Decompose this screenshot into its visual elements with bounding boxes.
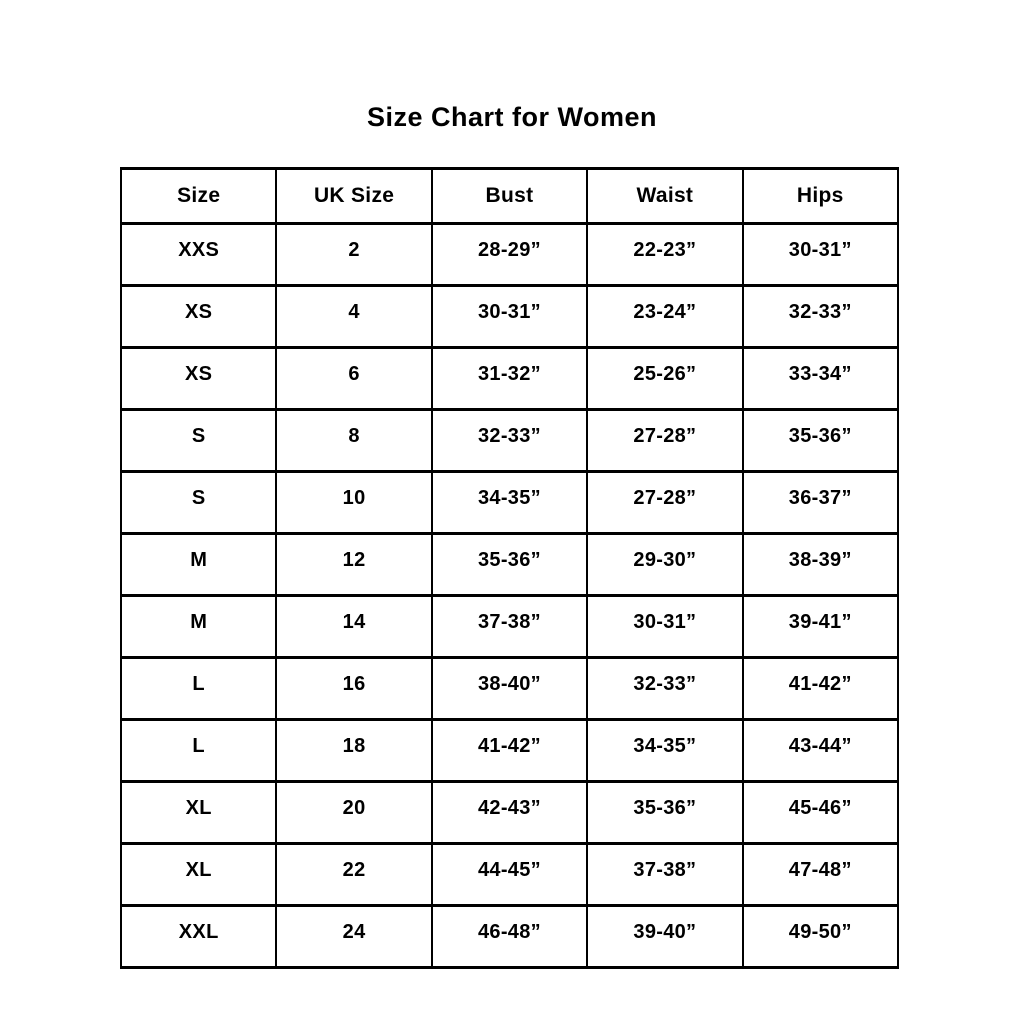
table-cell: 23-24” — [586, 284, 744, 349]
table-cell: 34-35” — [430, 470, 589, 535]
column-header: Hips — [741, 167, 900, 225]
table-row: L 16 38-40” 32-33” 41-42” — [119, 656, 900, 721]
table-cell: 35-36” — [430, 532, 589, 597]
table-cell: L — [119, 718, 278, 783]
table-cell: 37-38” — [586, 842, 744, 907]
table-cell: 45-46” — [741, 780, 900, 845]
table-cell: 39-40” — [586, 904, 744, 969]
table-cell: 36-37” — [741, 470, 900, 535]
table-cell: 12 — [275, 532, 433, 597]
table-cell: 18 — [275, 718, 433, 783]
column-header: Size — [119, 167, 278, 225]
table-cell: 22 — [275, 842, 433, 907]
table-cell: 32-33” — [586, 656, 744, 721]
table-cell: 14 — [275, 594, 433, 659]
table-cell: 33-34” — [741, 346, 900, 411]
page-title: Size Chart for Women — [366, 102, 658, 132]
table-cell: XS — [119, 346, 278, 411]
table-row: XS 4 30-31” 23-24” 32-33” — [119, 284, 900, 349]
table-row: S 10 34-35” 27-28” 36-37” — [119, 470, 900, 535]
table-cell: 8 — [275, 408, 433, 473]
table-cell: 24 — [275, 904, 433, 969]
table-row: XXS 2 28-29” 22-23” 30-31” — [119, 222, 900, 287]
table-body: XXS 2 28-29” 22-23” 30-31” XS 4 30-31” 23-24” 32-… — [119, 222, 900, 969]
table-cell: 20 — [275, 780, 433, 845]
table-cell: 32-33” — [430, 408, 589, 473]
table-cell: 29-30” — [586, 532, 744, 597]
table-row: XXL 24 46-48” 39-40” 49-50” — [119, 904, 900, 969]
table-cell: 28-29” — [430, 222, 589, 287]
table-row: M 12 35-36” 29-30” 38-39” — [119, 532, 900, 597]
table-cell: 16 — [275, 656, 433, 721]
table-cell: 6 — [275, 346, 433, 411]
table-cell: 30-31” — [741, 222, 900, 287]
column-header: UK Size — [275, 167, 433, 225]
table-cell: 38-39” — [741, 532, 900, 597]
table-cell: 41-42” — [741, 656, 900, 721]
table-cell: M — [119, 532, 278, 597]
table-row: XS 6 31-32” 25-26” 33-34” — [119, 346, 900, 411]
table-cell: 34-35” — [586, 718, 744, 783]
table-cell: 35-36” — [741, 408, 900, 473]
table-cell: 31-32” — [430, 346, 589, 411]
table-cell: 30-31” — [586, 594, 744, 659]
table-cell: 27-28” — [586, 470, 744, 535]
table-header: Size UK Size Bust Waist Hips — [119, 167, 900, 225]
table-cell: XXL — [119, 904, 278, 969]
table-cell: S — [119, 470, 278, 535]
table-cell: L — [119, 656, 278, 721]
table-cell: 37-38” — [430, 594, 589, 659]
table-cell: 47-48” — [741, 842, 900, 907]
table-row: M 14 37-38” 30-31” 39-41” — [119, 594, 900, 659]
table-cell: 44-45” — [430, 842, 589, 907]
table-cell: 35-36” — [586, 780, 744, 845]
table-cell: 30-31” — [430, 284, 589, 349]
table-cell: 46-48” — [430, 904, 589, 969]
table-cell: 38-40” — [430, 656, 589, 721]
table-cell: 41-42” — [430, 718, 589, 783]
table-cell: 22-23” — [586, 222, 744, 287]
table-cell: 27-28” — [586, 408, 744, 473]
header-row: Size UK Size Bust Waist Hips — [119, 167, 900, 225]
table-cell: S — [119, 408, 278, 473]
table-cell: 42-43” — [430, 780, 589, 845]
table-row: S 8 32-33” 27-28” 35-36” — [119, 408, 900, 473]
table-cell: 4 — [275, 284, 433, 349]
table-cell: XS — [119, 284, 278, 349]
table-row: L 18 41-42” 34-35” 43-44” — [119, 718, 900, 783]
table-row: XL 20 42-43” 35-36” 45-46” — [119, 780, 900, 845]
table-cell: XXS — [119, 222, 278, 287]
table-cell: M — [119, 594, 278, 659]
table-cell: 43-44” — [741, 718, 900, 783]
table-cell: 25-26” — [586, 346, 744, 411]
size-chart-table: Size UK Size Bust Waist Hips XXS 2 28-29” 22-23… — [119, 167, 900, 969]
table-cell: 49-50” — [741, 904, 900, 969]
column-header: Bust — [430, 167, 589, 225]
column-header: Waist — [586, 167, 744, 225]
table-cell: XL — [119, 780, 278, 845]
table-cell: 2 — [275, 222, 433, 287]
table-cell: 32-33” — [741, 284, 900, 349]
table-cell: 10 — [275, 470, 433, 535]
table-cell: XL — [119, 842, 278, 907]
table-cell: 39-41” — [741, 594, 900, 659]
table-row: XL 22 44-45” 37-38” 47-48” — [119, 842, 900, 907]
